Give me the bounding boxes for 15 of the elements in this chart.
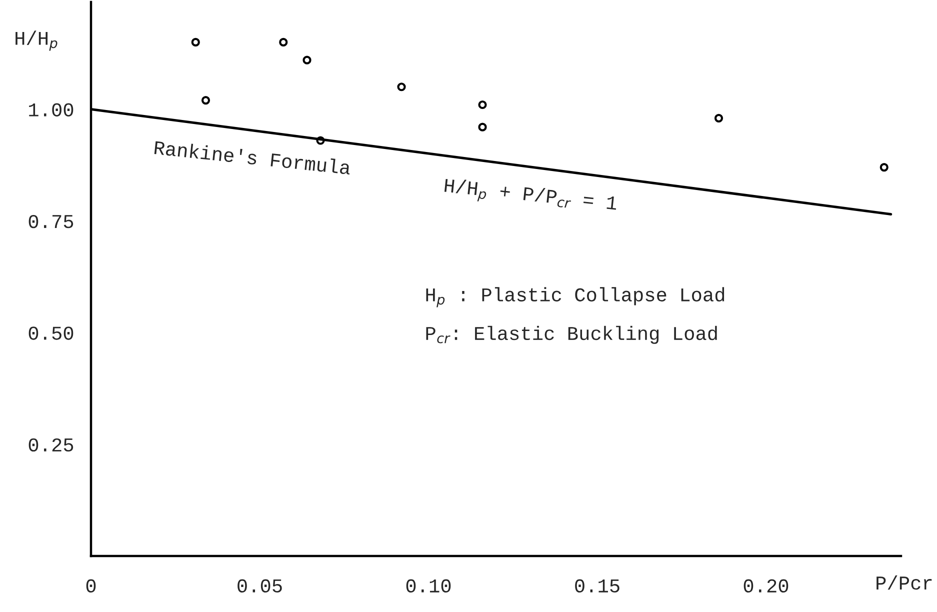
y-tick-label: 0.50 (28, 326, 74, 340)
x-tick-label: 0.15 (575, 579, 620, 593)
text: H$_{p}$ : Plastic Collapse Load (426, 287, 724, 308)
x-tick-label: 0.20 (744, 579, 788, 593)
annotation: P$_{cr}$: Elastic Buckling Load (426, 326, 717, 344)
x-tick-label: 0 (86, 579, 96, 593)
y-tick-label: 1.00 (29, 103, 74, 116)
y-tick-label: 0.75 (28, 214, 74, 228)
y-tick-label: 0.25 (28, 438, 74, 452)
x-tick-label: 0.05 (238, 579, 282, 593)
annotation: H/H$_{p}$ + P/P$_{cr}$ = 1 (444, 178, 618, 216)
x-tick-label: 0.10 (406, 579, 451, 593)
x-axis-title: P/Pcr (876, 575, 932, 590)
annotation: Rankine's Formula (154, 140, 351, 175)
y-axis-title: H/H$_{p}$ (16, 30, 58, 51)
